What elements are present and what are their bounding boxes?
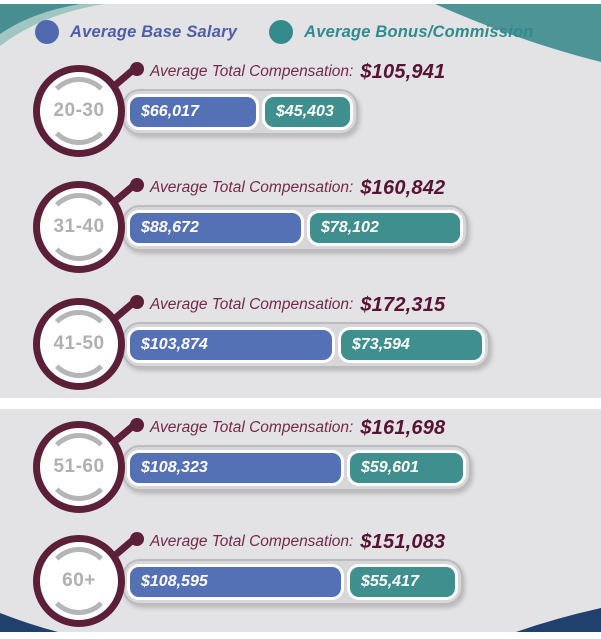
age-group-row: 20-30 Average Total Compensation: $105,9… (0, 59, 601, 169)
legend-item-base-salary: Average Base Salary (35, 20, 237, 44)
age-label: 41-50 (53, 333, 105, 354)
age-group-row: 41-50 Average Total Compensation: $172,3… (0, 292, 601, 398)
base-salary-bar: $88,672 (127, 210, 304, 246)
age-badge: 41-50 (33, 298, 125, 390)
sync-arcs-icon (45, 193, 113, 261)
total-compensation-line: Average Total Compensation: $160,842 (150, 176, 445, 200)
age-badge: 20-30 (33, 65, 125, 157)
bar-track: $66,017 $45,403 (122, 89, 358, 135)
sync-arcs-icon (45, 310, 113, 378)
bar-track: $108,323 $59,601 (122, 445, 471, 491)
base-salary-value: $108,323 (141, 459, 208, 476)
legend-label-base-salary: Average Base Salary (70, 22, 238, 41)
total-compensation-value: $151,083 (360, 530, 446, 553)
age-label: 60+ (62, 570, 96, 591)
total-compensation-label: Average Total Compensation: (150, 63, 354, 80)
panel-top: Average Base Salary Average Bonus/Commis… (0, 4, 601, 398)
navy-corner-decoration (0, 608, 601, 632)
bonus-dot-icon (269, 20, 294, 44)
panel-bottom: 51-60 Average Total Compensation: $161,6… (0, 409, 601, 632)
age-badge: 51-60 (33, 421, 125, 513)
total-compensation-line: Average Total Compensation: $105,941 (150, 60, 445, 84)
base-salary-bar: $66,017 (127, 94, 259, 130)
total-compensation-value: $161,698 (360, 416, 446, 439)
total-compensation-line: Average Total Compensation: $161,698 (150, 416, 445, 440)
total-compensation-value: $172,315 (360, 293, 446, 316)
base-salary-bar: $103,874 (127, 327, 335, 363)
age-badge: 31-40 (33, 181, 125, 273)
bar-track: $103,874 $73,594 (122, 322, 490, 368)
bonus-bar: $55,417 (347, 564, 458, 600)
base-salary-value: $103,874 (141, 336, 208, 353)
total-compensation-label: Average Total Compensation: (150, 296, 354, 313)
total-compensation-label: Average Total Compensation: (150, 179, 354, 196)
age-group-row: 51-60 Average Total Compensation: $161,6… (0, 415, 601, 525)
age-label: 51-60 (53, 456, 105, 477)
bonus-value: $78,102 (321, 219, 379, 236)
teal-curve-decoration (0, 4, 601, 62)
legend: Average Base Salary Average Bonus/Commis… (35, 20, 534, 44)
base-salary-bar: $108,595 (127, 564, 344, 600)
age-label: 31-40 (53, 216, 105, 237)
bonus-value: $55,417 (361, 573, 419, 590)
total-compensation-value: $105,941 (360, 60, 446, 83)
legend-label-bonus: Average Bonus/Commission (304, 22, 534, 41)
total-compensation-label: Average Total Compensation: (150, 419, 354, 436)
bar-track: $88,672 $78,102 (122, 205, 468, 251)
total-compensation-value: $160,842 (360, 176, 446, 199)
legend-item-bonus: Average Bonus/Commission (269, 20, 533, 44)
base-salary-dot-icon (35, 20, 59, 44)
bonus-value: $73,594 (352, 336, 410, 353)
sync-arcs-icon (45, 433, 113, 501)
bonus-bar: $45,403 (262, 94, 353, 130)
bonus-value: $59,601 (361, 459, 419, 476)
total-compensation-line: Average Total Compensation: $151,083 (150, 530, 445, 554)
bar-track: $108,595 $55,417 (122, 559, 463, 605)
base-salary-value: $108,595 (141, 573, 208, 590)
base-salary-bar: $108,323 (127, 450, 344, 486)
age-group-row: 31-40 Average Total Compensation: $160,8… (0, 175, 601, 285)
total-compensation-label: Average Total Compensation: (150, 533, 354, 550)
sync-arcs-icon (45, 77, 113, 145)
sync-arcs-icon (45, 547, 113, 615)
bonus-bar: $59,601 (347, 450, 466, 486)
age-group-row: 60+ Average Total Compensation: $151,083… (0, 529, 601, 632)
age-label: 20-30 (53, 100, 105, 121)
bonus-value: $45,403 (276, 103, 334, 120)
age-badge: 60+ (33, 535, 125, 627)
total-compensation-line: Average Total Compensation: $172,315 (150, 293, 445, 317)
base-salary-value: $66,017 (141, 103, 199, 120)
base-salary-value: $88,672 (141, 219, 199, 236)
bonus-bar: $78,102 (307, 210, 463, 246)
bonus-bar: $73,594 (338, 327, 485, 363)
